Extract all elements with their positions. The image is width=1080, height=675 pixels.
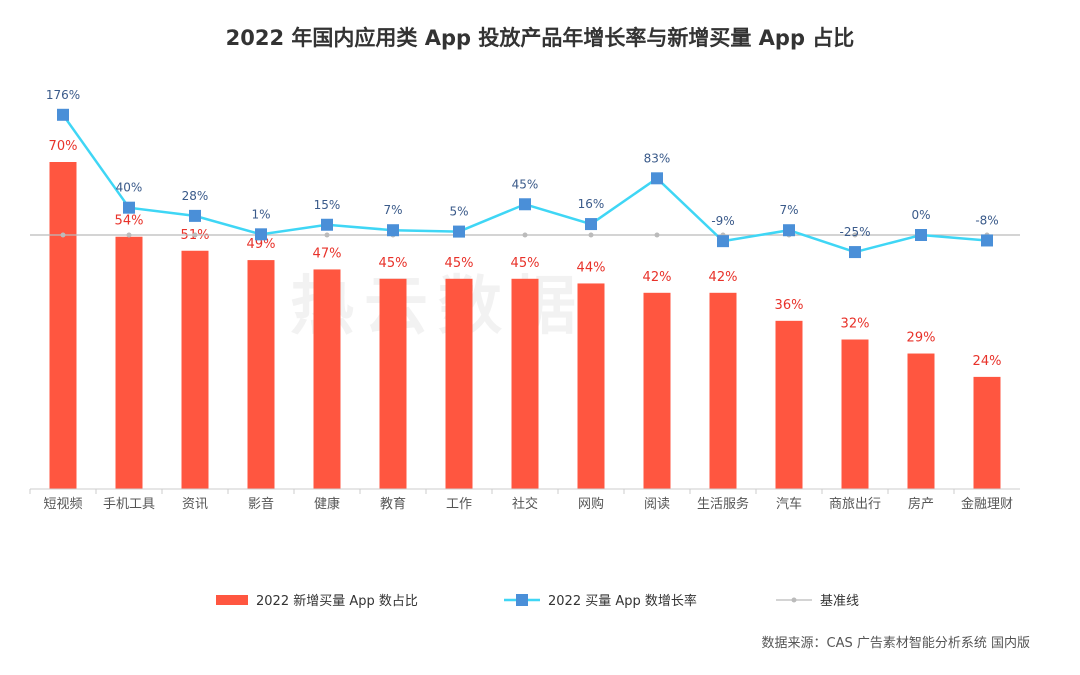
baseline-point-9 <box>654 232 660 238</box>
bar-label-14: 24% <box>973 354 1002 369</box>
bar-7 <box>511 278 539 489</box>
bar-label-3: 49% <box>247 237 276 252</box>
bar-5 <box>379 278 407 489</box>
bar-2 <box>181 250 209 489</box>
growth-label-13: 0% <box>911 208 930 222</box>
growth-marker-1 <box>123 201 135 214</box>
growth-marker-5 <box>387 224 399 237</box>
growth-marker-8 <box>585 218 597 231</box>
bar-4 <box>313 269 341 489</box>
growth-marker-2 <box>189 209 201 222</box>
bar-label-12: 32% <box>841 317 870 332</box>
bar-label-0: 70% <box>49 139 78 154</box>
growth-label-0: 176% <box>46 88 80 102</box>
baseline-point-8 <box>588 232 594 238</box>
bar-12 <box>841 339 869 489</box>
chart-title: 2022 年国内应用类 App 投放产品年增长率与新增买量 App 占比 <box>225 26 855 50</box>
growth-label-8: 16% <box>578 197 605 211</box>
bar-8 <box>577 283 605 489</box>
growth-marker-9 <box>651 172 663 185</box>
x-tick-label-4: 健康 <box>314 496 340 512</box>
bar-label-11: 36% <box>775 298 804 313</box>
x-tick-label-1: 手机工具 <box>103 497 155 512</box>
x-tick-label-11: 汽车 <box>776 496 802 512</box>
baseline-point-0 <box>60 232 66 238</box>
growth-label-10: -9% <box>711 214 734 228</box>
x-tick-label-6: 工作 <box>446 497 472 512</box>
bar-1 <box>115 236 143 489</box>
bar-label-6: 45% <box>445 256 474 271</box>
x-tick-label-7: 社交 <box>512 496 538 512</box>
legend-line-label: 2022 买量 App 数增长率 <box>548 593 697 609</box>
growth-marker-7 <box>519 198 531 211</box>
baseline-point-7 <box>522 232 528 238</box>
baseline-point-1 <box>126 232 132 238</box>
growth-label-14: -8% <box>975 213 998 227</box>
x-tick-label-13: 房产 <box>908 496 934 512</box>
data-source: 数据来源：CAS 广告素材智能分析系统 国内版 <box>761 636 1031 651</box>
growth-label-1: 40% <box>116 181 143 195</box>
growth-marker-12 <box>849 246 861 259</box>
x-tick-label-0: 短视频 <box>43 497 82 512</box>
growth-marker-13 <box>915 229 927 241</box>
x-tick-label-10: 生活服务 <box>697 496 749 512</box>
bar-9 <box>643 292 671 489</box>
legend-bar-label: 2022 新增买量 App 数占比 <box>256 593 418 609</box>
bar-14 <box>973 376 1001 489</box>
baseline-point-12 <box>852 232 858 238</box>
baseline-point-2 <box>192 232 198 238</box>
bar-label-8: 44% <box>577 260 606 275</box>
bar-11 <box>775 320 803 489</box>
bar-label-5: 45% <box>379 256 408 271</box>
growth-label-12: -25% <box>839 225 870 239</box>
growth-marker-4 <box>321 218 333 231</box>
bar-0 <box>49 162 77 489</box>
growth-marker-6 <box>453 225 465 238</box>
growth-label-4: 15% <box>314 198 341 212</box>
growth-label-6: 5% <box>449 205 468 219</box>
legend-bar-swatch <box>216 595 248 605</box>
bar-label-9: 42% <box>643 270 672 285</box>
legend-baseline-point <box>791 597 797 603</box>
bar-label-1: 54% <box>115 214 144 229</box>
growth-label-11: 7% <box>779 203 798 217</box>
x-tick-label-12: 商旅出行 <box>829 497 881 512</box>
bar-6 <box>445 278 473 489</box>
x-tick-label-5: 教育 <box>380 496 406 512</box>
growth-marker-11 <box>783 224 795 237</box>
legend-baseline-label: 基准线 <box>820 594 859 609</box>
growth-label-2: 28% <box>182 189 209 203</box>
growth-label-9: 83% <box>644 151 671 165</box>
x-tick-label-8: 网购 <box>578 496 604 512</box>
bar-label-10: 42% <box>709 270 738 285</box>
bar-13 <box>907 353 935 489</box>
bar-label-13: 29% <box>907 331 936 346</box>
growth-label-7: 45% <box>512 177 539 191</box>
legend-line-marker <box>516 594 528 606</box>
growth-label-5: 7% <box>383 203 402 217</box>
bar-label-4: 47% <box>313 246 342 261</box>
bar-label-7: 45% <box>511 256 540 271</box>
growth-label-3: 1% <box>251 207 270 221</box>
x-tick-label-14: 金融理财 <box>961 496 1013 512</box>
x-tick-label-2: 资讯 <box>182 497 208 512</box>
growth-marker-14 <box>981 234 993 247</box>
x-tick-label-9: 阅读 <box>644 497 670 512</box>
growth-marker-3 <box>255 228 267 241</box>
bar-10 <box>709 292 737 489</box>
bar-3 <box>247 260 275 489</box>
baseline-point-4 <box>324 232 330 238</box>
x-tick-label-3: 影音 <box>248 496 274 512</box>
growth-marker-0 <box>57 108 69 121</box>
growth-marker-10 <box>717 235 729 248</box>
